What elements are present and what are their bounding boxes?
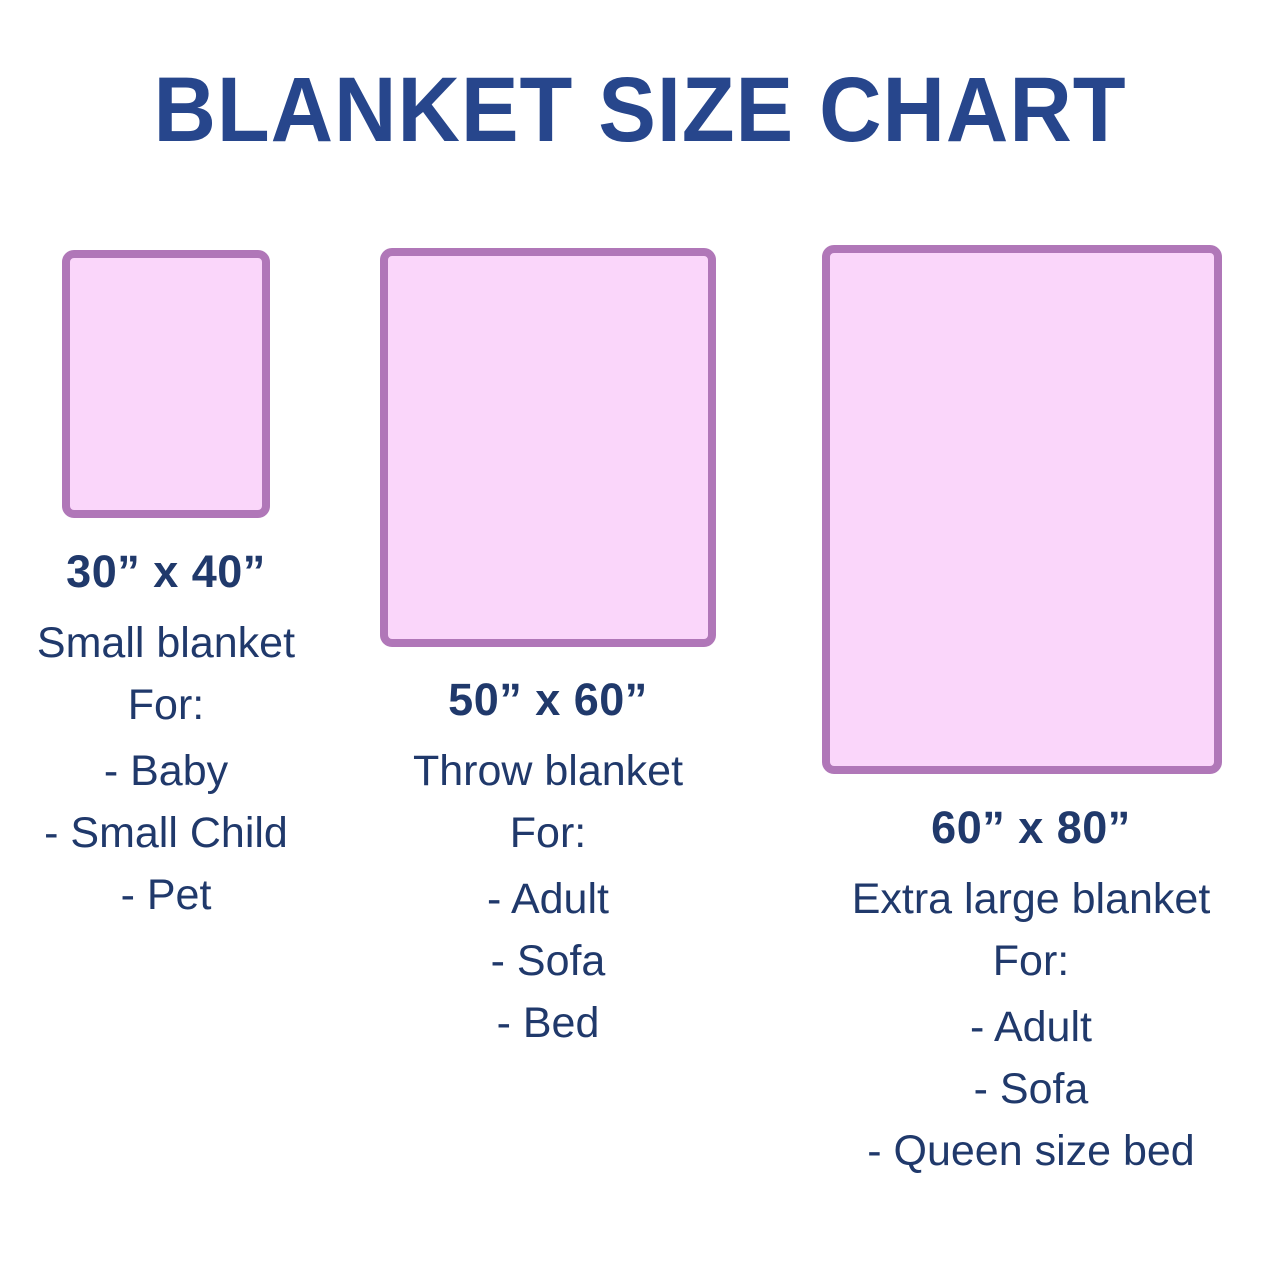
size-details-small: 30” x 40” Small blanket For: - Baby - Sm…: [0, 540, 332, 926]
blanket-swatch-xlarge: [822, 245, 1222, 774]
use-list-xlarge: - Adult - Sofa - Queen size bed: [790, 996, 1272, 1182]
use-item: - Sofa: [490, 937, 606, 985]
for-label-throw: For:: [509, 809, 587, 857]
use-item: - Baby: [103, 747, 229, 795]
use-item: - Adult: [970, 1003, 1092, 1051]
blanket-swatch-throw: [380, 248, 716, 647]
use-list-throw: - Adult - Sofa - Bed: [362, 868, 734, 1054]
dimension-label-small: 30” x 40”: [66, 546, 266, 597]
use-item: - Queen size bed: [867, 1127, 1195, 1175]
blanket-name-throw: Throw blanket: [412, 747, 684, 795]
for-label-xlarge: For:: [992, 937, 1070, 985]
use-item: - Adult: [487, 875, 609, 923]
use-item: - Sofa: [973, 1065, 1089, 1113]
dimension-label-throw: 50” x 60”: [448, 674, 648, 725]
blanket-name-small: Small blanket: [36, 619, 296, 667]
for-label-small: For:: [127, 681, 205, 729]
blanket-name-xlarge: Extra large blanket: [851, 875, 1211, 923]
size-details-throw: 50” x 60” Throw blanket For: - Adult - S…: [362, 668, 734, 1054]
use-list-small: - Baby - Small Child - Pet: [0, 740, 332, 926]
size-details-xlarge: 60” x 80” Extra large blanket For: - Adu…: [790, 796, 1272, 1182]
blanket-swatch-small: [62, 250, 270, 518]
use-item: - Small Child: [44, 809, 288, 857]
use-item: - Bed: [496, 999, 600, 1047]
dimension-label-xlarge: 60” x 80”: [931, 802, 1131, 853]
use-item: - Pet: [120, 871, 212, 919]
page-title: BLANKET SIZE CHART: [153, 59, 1127, 161]
